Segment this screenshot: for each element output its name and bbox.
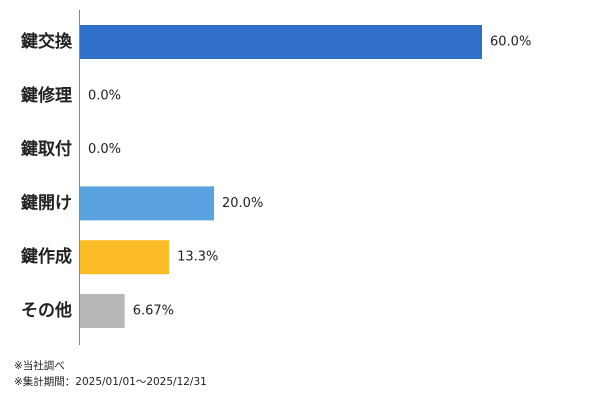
category-label: 鍵修理 [21, 85, 72, 106]
category-label: 鍵作成 [21, 246, 72, 267]
bar [80, 186, 214, 221]
value-label: 20.0% [222, 196, 263, 211]
bar [80, 294, 125, 328]
value-label: 0.0% [88, 142, 121, 157]
note: ※集計期間：2025/01/01〜2025/12/31 [14, 375, 207, 388]
value-label: 13.3% [177, 250, 218, 265]
value-label: 60.0% [490, 35, 531, 50]
value-label: 0.0% [88, 88, 121, 103]
note: ※当社調べ [14, 359, 65, 372]
category-label: 鍵交換 [21, 31, 73, 52]
bar [80, 240, 170, 275]
value-label: 6.67% [133, 304, 174, 319]
bar [80, 25, 482, 59]
category-label: 鍵取付 [21, 139, 72, 160]
category-label: その他 [21, 300, 72, 321]
category-label: 鍵開け [21, 192, 72, 213]
